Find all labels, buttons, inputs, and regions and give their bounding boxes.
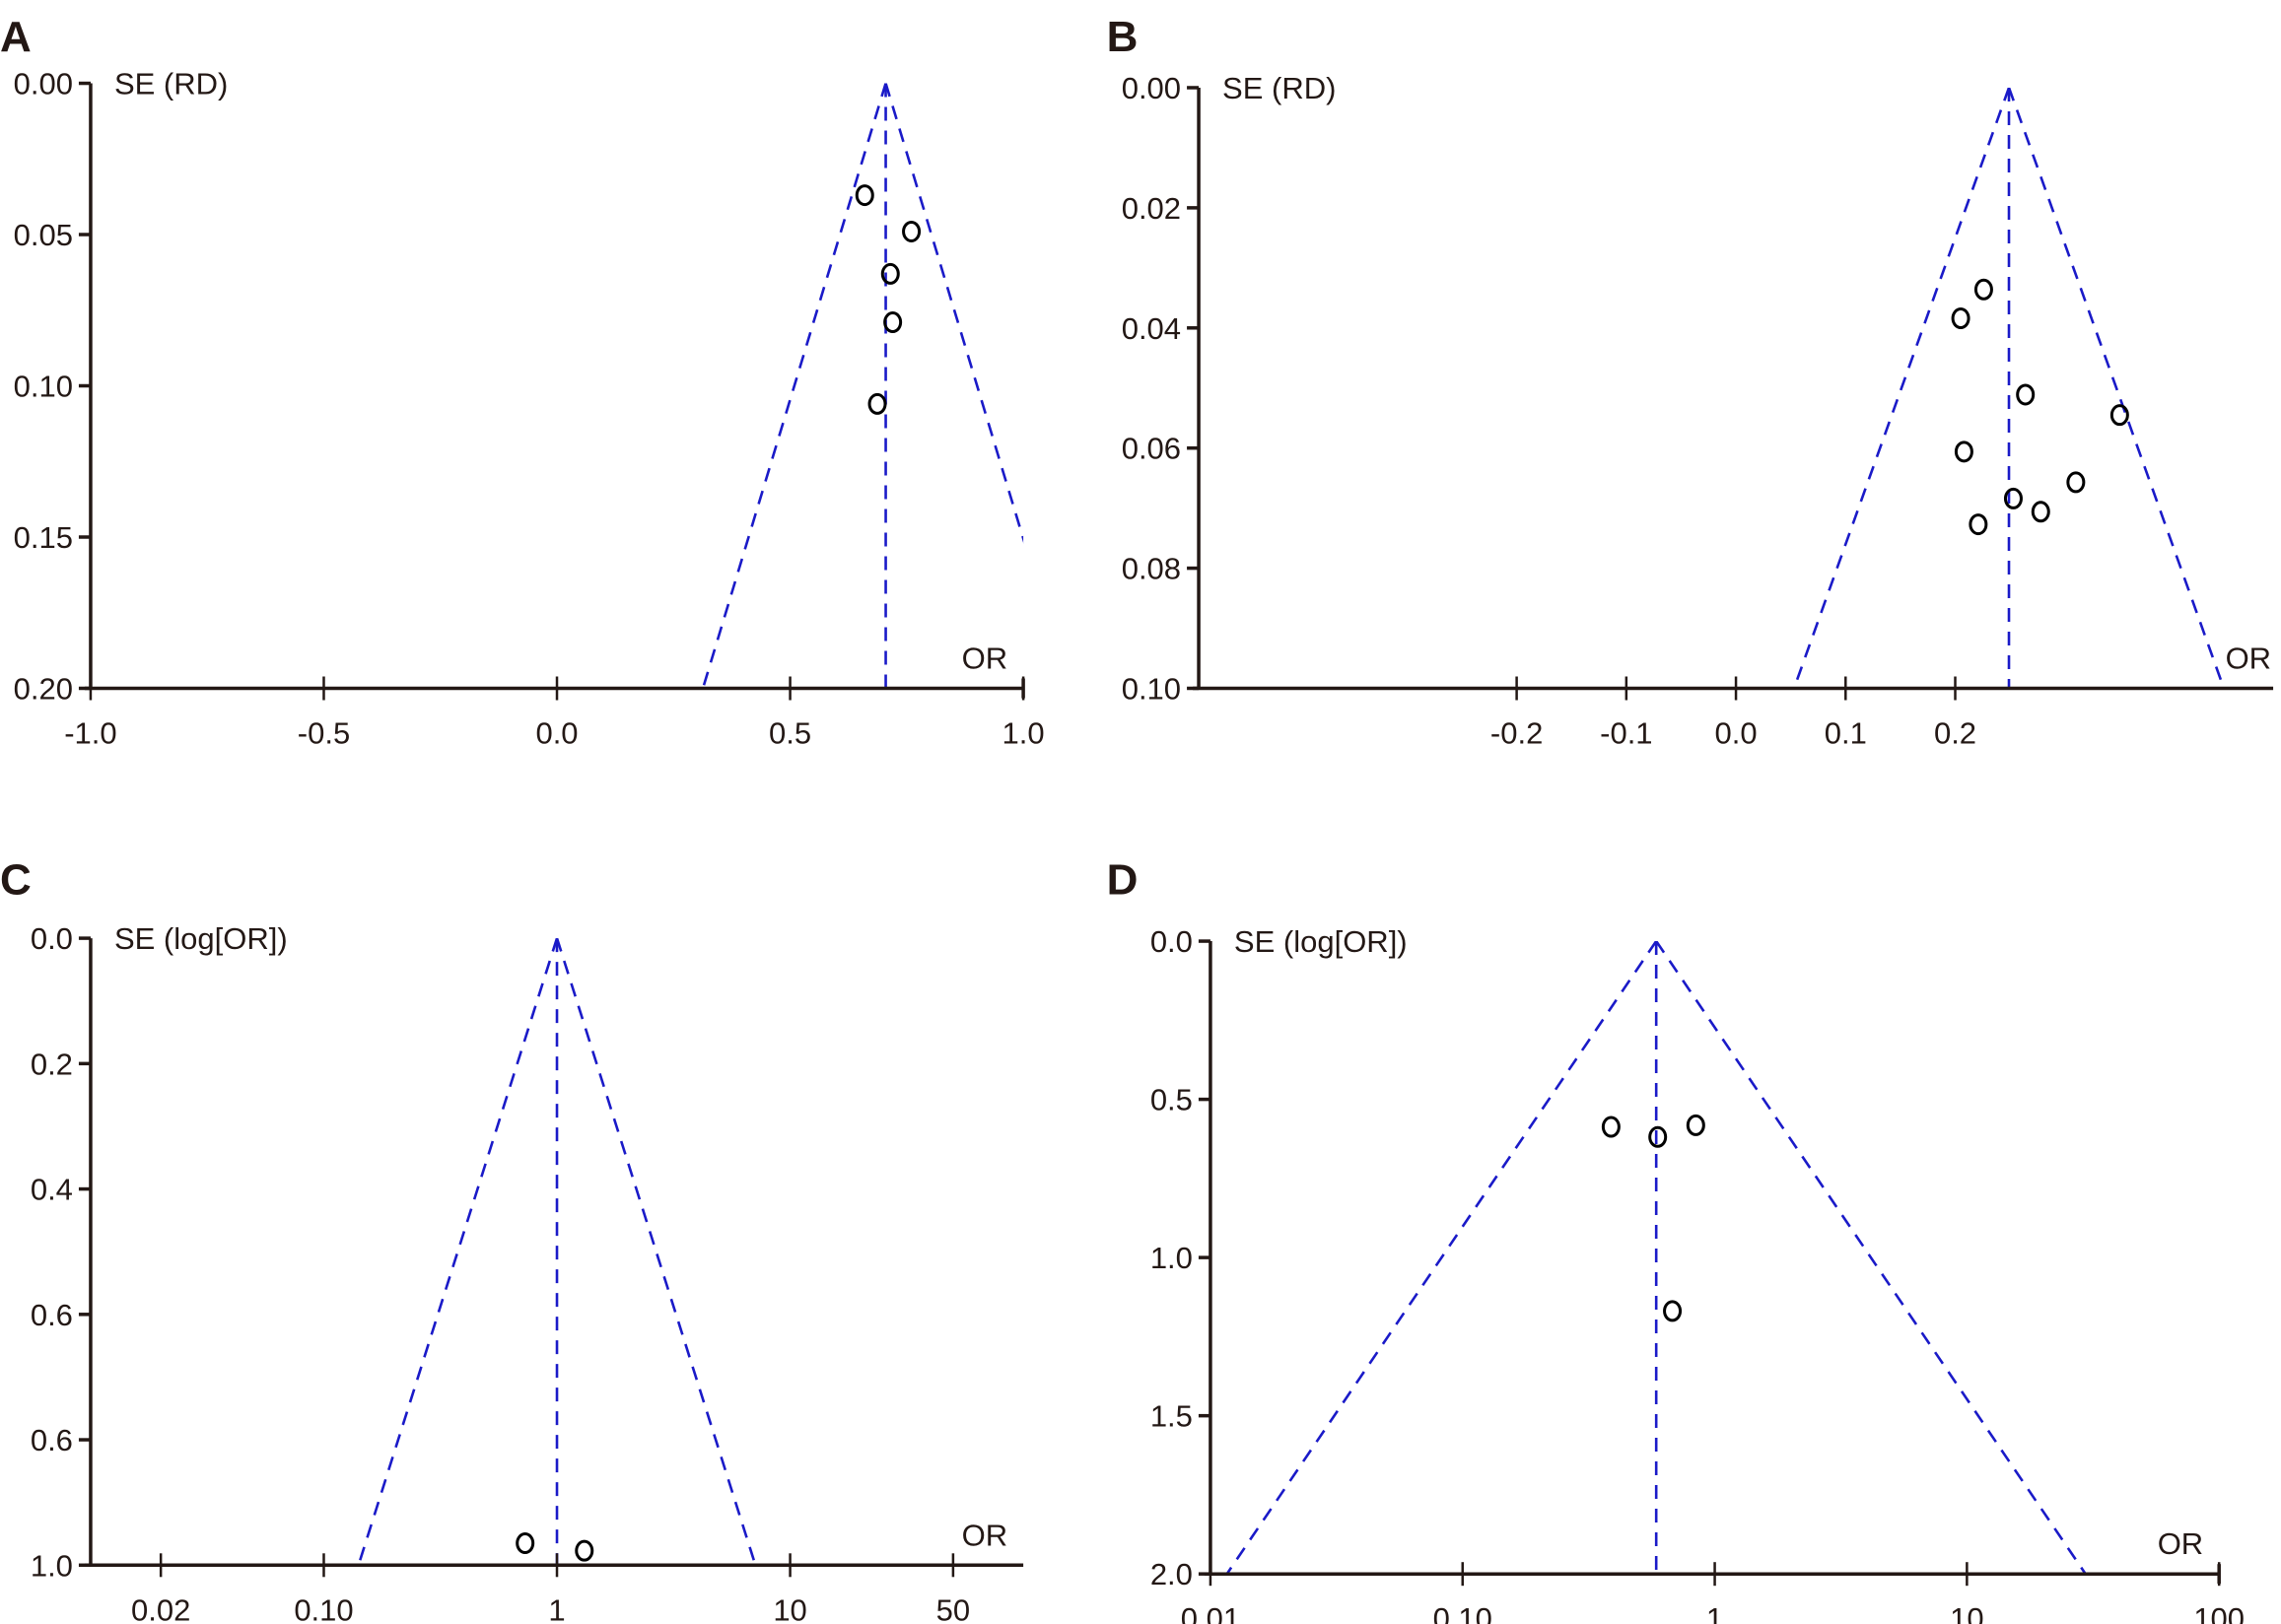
x-tick-label: 10 xyxy=(773,1592,806,1624)
panel-a: A 0.00 0.05 0.10 0.15 0.20 -1.0 -0.5 0.0 0.5 1.0 SE… xyxy=(0,13,1045,751)
study-point xyxy=(2016,383,2036,406)
funnel xyxy=(701,83,1024,689)
study-point xyxy=(2109,404,2129,427)
y-tick-label: 0.4 xyxy=(31,1173,73,1207)
y-tick-label: 0.0 xyxy=(31,921,73,956)
y-tick-label: 0.5 xyxy=(1150,1083,1193,1117)
y-tick-label: 0.04 xyxy=(1122,311,1181,346)
y-tick-label: 0.0 xyxy=(1150,924,1193,959)
y-tick-label: 0.02 xyxy=(1122,191,1181,226)
x-tick-label: 0.02 xyxy=(131,1592,190,1624)
funnel-left-limit xyxy=(701,83,887,689)
y-tick-label: 0.10 xyxy=(1122,671,1181,706)
study-point xyxy=(1951,307,1970,330)
study-point xyxy=(880,262,900,285)
y-tick-label: 0.08 xyxy=(1122,552,1181,586)
x-tick-label: -0.1 xyxy=(1600,715,1652,750)
y-tick-label: 0.6 xyxy=(31,1298,73,1332)
y-tick-label: 1.0 xyxy=(1150,1241,1193,1275)
x-tick-label: 0.0 xyxy=(535,715,578,750)
study-point xyxy=(575,1539,594,1562)
study-point xyxy=(883,311,903,334)
x-tick-label: 10 xyxy=(1950,1601,1983,1624)
study-point xyxy=(1686,1114,1705,1136)
panel-letter: A xyxy=(0,13,32,61)
y-tick-label: 0.06 xyxy=(1122,432,1181,466)
funnel-left-limit xyxy=(357,938,559,1566)
y-tick-label: 0.2 xyxy=(31,1047,73,1081)
x-tick-label: 0.2 xyxy=(1934,715,1976,750)
panel-c: C 0.0 0.2 0.4 0.6 0.6 1.0 0.02 0.10 1 10 50 SE (log[… xyxy=(0,856,1024,1624)
funnel-right-limit xyxy=(884,83,1024,544)
x-tick-label: 0.01 xyxy=(1181,1601,1240,1624)
x-tick-label: 0.10 xyxy=(1433,1601,1492,1624)
funnel-left-limit xyxy=(1225,941,1658,1575)
y-axis-title: SE (log[OR]) xyxy=(114,921,288,956)
study-point xyxy=(855,184,874,207)
y-axis-title: SE (RD) xyxy=(114,67,228,102)
study-point xyxy=(1648,1125,1668,1148)
x-tick-label: -1.0 xyxy=(64,715,116,750)
x-tick-label: 1 xyxy=(1706,1601,1723,1624)
funnel xyxy=(357,938,757,1566)
panel-letter: D xyxy=(1107,856,1139,905)
y-tick-label: 0.00 xyxy=(14,67,73,102)
study-point xyxy=(902,220,922,242)
panel-d: D 0.0 0.5 1.0 1.5 2.0 0.01 0.10 1 10 100 SE (log[OR… xyxy=(1107,856,2245,1624)
x-tick-label: 100 xyxy=(2193,1601,2245,1624)
x-axis-title: OR xyxy=(2226,641,2272,675)
study-point xyxy=(2003,487,2023,509)
x-tick-label: 0.0 xyxy=(1715,715,1758,750)
study-point xyxy=(1969,513,1988,536)
y-tick-label: 1.5 xyxy=(1150,1399,1193,1434)
x-axis-title: OR xyxy=(2158,1526,2204,1561)
study-point xyxy=(2066,471,2086,494)
study-point xyxy=(1601,1116,1621,1138)
panel-letter: B xyxy=(1107,13,1139,61)
x-axis-title: OR xyxy=(962,1518,1008,1552)
study-point xyxy=(1973,278,1993,301)
x-tick-label: 1 xyxy=(548,1592,565,1624)
funnel xyxy=(1792,87,2226,689)
x-tick-label: 0.5 xyxy=(769,715,811,750)
study-point xyxy=(516,1532,535,1555)
y-tick-label: 0.05 xyxy=(14,218,73,252)
panel-letter: C xyxy=(0,856,32,905)
y-tick-label: 0.6 xyxy=(31,1423,73,1457)
study-point xyxy=(1954,440,1973,463)
x-tick-label: 50 xyxy=(936,1592,970,1624)
funnel-right-limit xyxy=(1655,941,2087,1575)
funnel-right-limit xyxy=(2007,87,2226,689)
study-point xyxy=(1663,1300,1683,1322)
study-point xyxy=(2031,501,2050,523)
y-tick-label: 2.0 xyxy=(1150,1557,1193,1591)
x-axis-title: OR xyxy=(962,641,1008,675)
y-tick-label: 0.15 xyxy=(14,520,73,555)
y-tick-label: 0.10 xyxy=(14,370,73,404)
x-tick-label: 1.0 xyxy=(1002,715,1045,750)
y-axis-title: SE (log[OR]) xyxy=(1234,924,1408,959)
funnel-right-limit xyxy=(555,938,757,1566)
x-tick-label: -0.5 xyxy=(298,715,350,750)
y-tick-label: 0.20 xyxy=(14,671,73,706)
funnel-left-limit xyxy=(1792,87,2011,689)
panel-b: B 0.00 0.02 0.04 0.06 0.08 0.10 -0.2 -0.1 0.0 0.1 0… xyxy=(1107,13,2274,750)
y-tick-label: 1.0 xyxy=(31,1548,73,1583)
y-tick-label: 0.00 xyxy=(1122,71,1181,105)
funnel xyxy=(1225,941,2087,1575)
x-tick-label: 0.10 xyxy=(294,1592,353,1624)
y-axis-title: SE (RD) xyxy=(1222,71,1336,105)
x-tick-label: 0.1 xyxy=(1825,715,1867,750)
study-point xyxy=(867,392,887,415)
x-tick-label: -0.2 xyxy=(1490,715,1543,750)
